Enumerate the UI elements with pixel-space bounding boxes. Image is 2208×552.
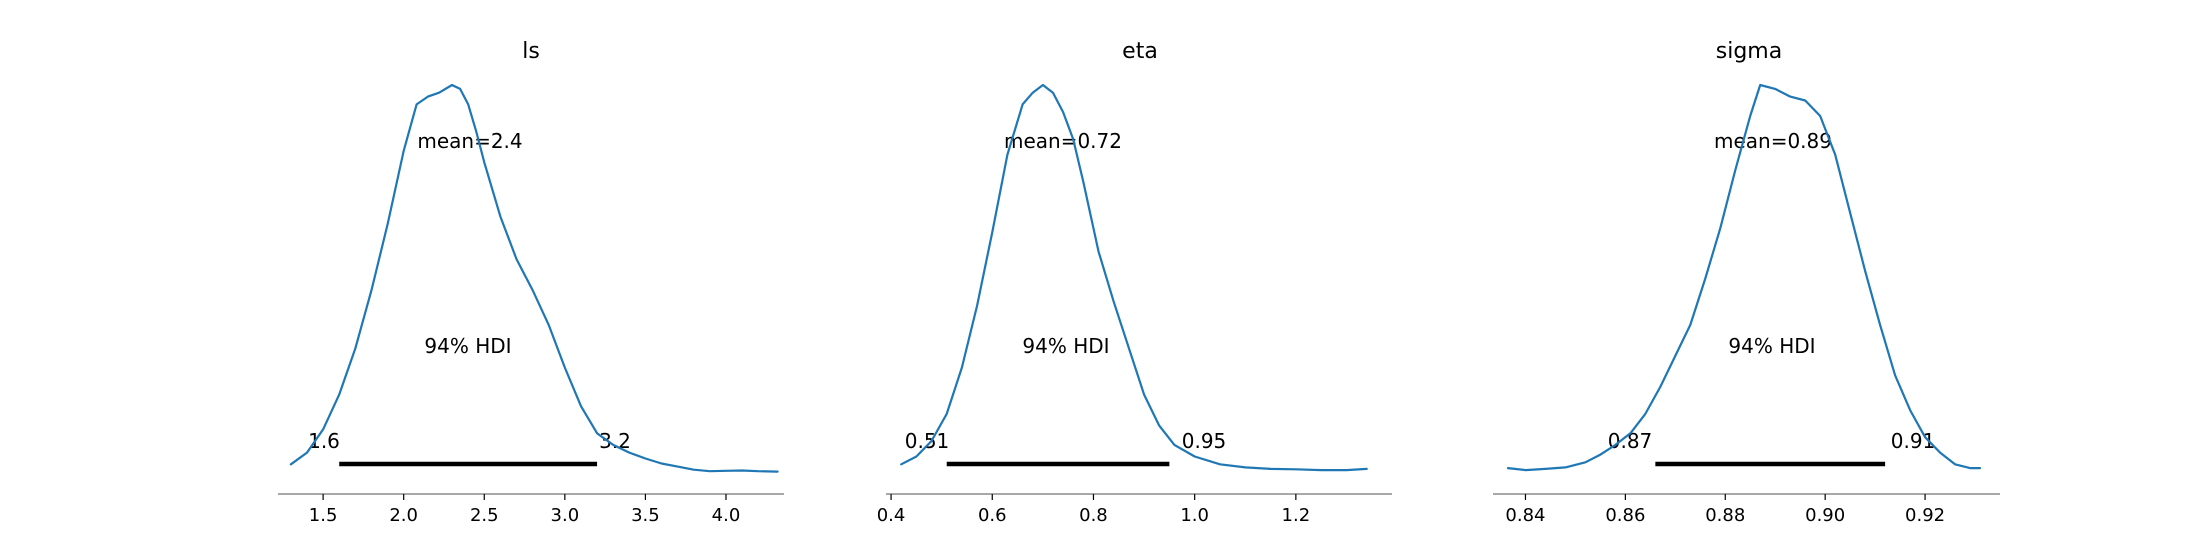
- mean-annotation: mean=0.89: [1714, 129, 1832, 153]
- x-tick-label: 1.5: [309, 505, 338, 526]
- hdi-low-label: 0.51: [905, 429, 950, 453]
- x-tick-label: 1.0: [1180, 505, 1209, 526]
- x-tick-label: 3.5: [631, 505, 660, 526]
- hdi-annotation: 94% HDI: [424, 334, 511, 358]
- x-tick-label: 4.0: [712, 505, 741, 526]
- hdi-annotation: 94% HDI: [1022, 334, 1109, 358]
- x-tick-label: 2.0: [389, 505, 418, 526]
- hdi-low-label: 1.6: [308, 429, 340, 453]
- posterior-panel-eta: eta mean=0.72 94% HDI 0.51 0.95 0.4 0.6 0.…: [877, 39, 1392, 526]
- panel-title: ls: [522, 39, 540, 64]
- x-tick-label: 1.2: [1282, 505, 1311, 526]
- x-tick-label: 3.0: [551, 505, 580, 526]
- panel-title: sigma: [1716, 39, 1782, 64]
- mean-annotation: mean=2.4: [417, 129, 522, 153]
- x-tick-label: 0.8: [1079, 505, 1108, 526]
- x-tick-label: 0.92: [1905, 505, 1945, 526]
- hdi-high-label: 3.2: [599, 429, 631, 453]
- hdi-annotation: 94% HDI: [1728, 334, 1815, 358]
- hdi-high-label: 0.95: [1182, 429, 1227, 453]
- x-tick-label: 0.6: [978, 505, 1007, 526]
- x-tick-label: 0.86: [1605, 505, 1645, 526]
- x-tick-label: 0.88: [1705, 505, 1745, 526]
- x-tick-label: 0.4: [877, 505, 906, 526]
- posterior-panel-ls: ls mean=2.4 94% HDI 1.6 3.2 1.5 2.0 2.5 3.0…: [278, 39, 784, 526]
- panel-title: eta: [1122, 39, 1158, 64]
- density-curve: [289, 83, 779, 473]
- x-tick-label: 0.90: [1805, 505, 1845, 526]
- posterior-panel-sigma: sigma mean=0.89 94% HDI 0.87 0.91 0.84 0.…: [1493, 39, 2000, 526]
- mean-annotation: mean=0.72: [1004, 129, 1122, 153]
- x-tick-label: 2.5: [470, 505, 499, 526]
- density-curve: [900, 83, 1368, 472]
- density-curve: [1506, 83, 1982, 472]
- x-tick-label: 0.84: [1505, 505, 1545, 526]
